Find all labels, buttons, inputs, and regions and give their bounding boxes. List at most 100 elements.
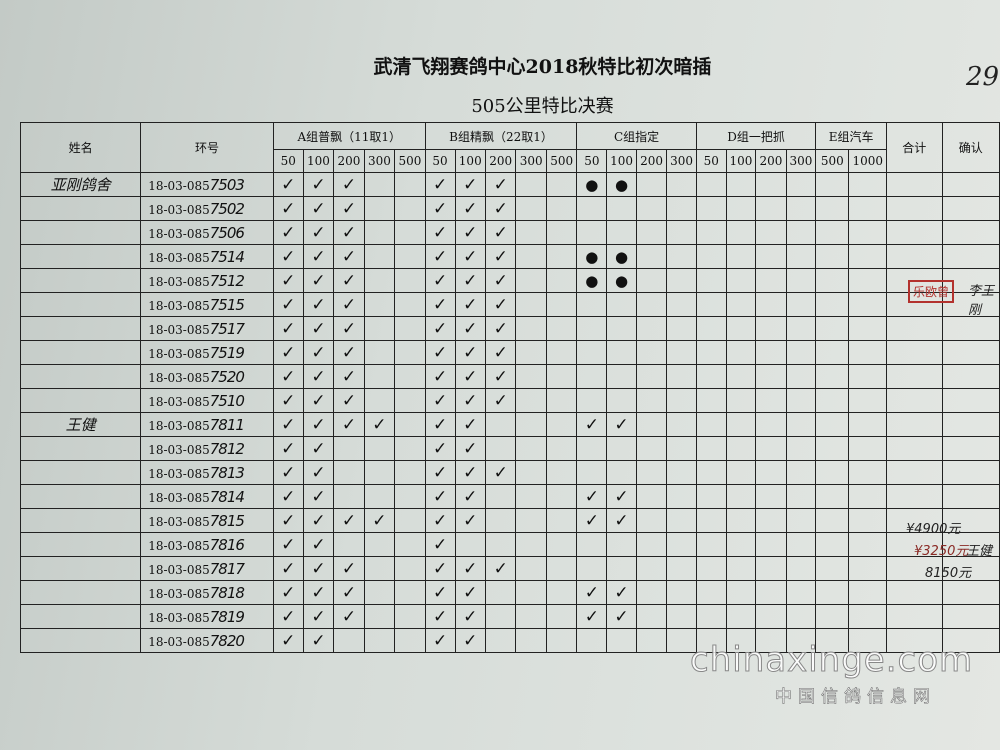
empty-cell [363, 556, 396, 581]
empty-cell [363, 292, 396, 317]
group-header: E组汽车 [815, 122, 887, 150]
empty-cell [576, 364, 608, 389]
empty-cell [635, 268, 668, 293]
confirm-cell [941, 604, 1000, 629]
empty-cell [725, 244, 757, 269]
empty-cell [848, 292, 887, 317]
empty-cell [848, 196, 887, 221]
check-mark-icon: ✓ [272, 292, 304, 317]
empty-cell [545, 268, 578, 293]
empty-cell [725, 196, 757, 221]
empty-cell [363, 484, 396, 509]
empty-cell [725, 412, 757, 437]
empty-cell [635, 316, 668, 341]
empty-cell [394, 196, 426, 221]
check-mark-icon: ✓ [454, 460, 486, 485]
distance-header: 1000 [848, 149, 887, 173]
empty-cell [848, 220, 887, 245]
empty-cell [695, 388, 727, 413]
empty-cell [484, 628, 517, 653]
empty-cell [515, 292, 547, 317]
empty-cell [394, 364, 426, 389]
ring-prefix: 18-03-085 [148, 274, 210, 289]
ring-suffix: 7517 [209, 319, 245, 338]
empty-cell [785, 580, 817, 605]
check-mark-icon: ✓ [302, 580, 335, 605]
owner-name [19, 220, 142, 245]
empty-cell [666, 244, 697, 269]
empty-cell [785, 268, 817, 293]
table-row: 18-03-0857502 ✓ ✓ ✓ ✓ ✓ ✓ [19, 196, 1000, 221]
check-mark-icon: ✓ [272, 436, 304, 461]
table-row: 18-03-0857814 ✓ ✓ ✓ ✓ ✓ ✓ [19, 484, 1000, 509]
ring-suffix: 7818 [209, 583, 245, 602]
ink-blot-icon: ● [606, 172, 637, 197]
empty-cell [755, 580, 787, 605]
empty-cell [484, 532, 517, 557]
empty-cell [815, 340, 850, 365]
empty-cell [725, 508, 757, 533]
confirm-cell [941, 220, 1000, 245]
check-mark-icon: ✓ [424, 340, 456, 365]
empty-cell [666, 172, 697, 197]
header-name: 姓名 [19, 122, 142, 173]
empty-cell [815, 292, 850, 317]
check-mark-icon: ✓ [454, 316, 486, 341]
empty-cell [725, 628, 757, 653]
check-mark-icon: ✓ [363, 508, 396, 533]
total-cell [885, 340, 943, 365]
ring-suffix: 7819 [209, 607, 245, 626]
empty-cell [848, 172, 887, 197]
empty-cell [848, 316, 887, 341]
table-row: 亚刚鸽舍 18-03-0857503 ✓ ✓ ✓ ✓ ✓ ✓ ● ● [19, 172, 1000, 197]
check-mark-icon: ✓ [484, 292, 517, 317]
empty-cell [848, 604, 887, 629]
empty-cell [515, 580, 547, 605]
empty-cell [666, 292, 697, 317]
empty-cell [394, 292, 426, 317]
empty-cell [363, 340, 396, 365]
check-mark-icon: ✓ [302, 268, 335, 293]
total-cell [885, 628, 943, 653]
check-mark-icon: ✓ [302, 628, 335, 653]
empty-cell [785, 196, 817, 221]
empty-cell [785, 364, 817, 389]
confirm-cell [941, 628, 1000, 653]
ring-suffix: 7817 [209, 559, 245, 578]
empty-cell [695, 196, 727, 221]
empty-cell [545, 604, 578, 629]
ring-suffix: 7816 [209, 535, 245, 554]
ring-prefix: 18-03-085 [148, 178, 210, 193]
check-mark-icon: ✓ [484, 244, 517, 269]
empty-cell [394, 484, 426, 509]
check-mark-icon: ✓ [424, 172, 456, 197]
distance-header: 500 [815, 149, 850, 173]
ring-number: 18-03-0857816 [140, 532, 274, 557]
table-row: 18-03-0857815 ✓ ✓ ✓ ✓ ✓ ✓ ✓ ✓ [19, 508, 1000, 533]
empty-cell [848, 244, 887, 269]
owner-name [19, 580, 142, 605]
check-mark-icon: ✓ [272, 244, 304, 269]
ring-number: 18-03-0857517 [140, 316, 274, 341]
handwritten-amount: ¥3250元 [914, 544, 969, 559]
ring-suffix: 7820 [209, 631, 245, 650]
ring-suffix: 7520 [209, 367, 245, 386]
empty-cell [815, 556, 850, 581]
check-mark-icon: ✓ [333, 292, 365, 317]
empty-cell [606, 220, 637, 245]
confirm-cell [941, 364, 1000, 389]
confirm-cell [941, 196, 1000, 221]
empty-cell [815, 172, 850, 197]
empty-cell [755, 556, 787, 581]
table-row: 18-03-0857517 ✓ ✓ ✓ ✓ ✓ ✓ [19, 316, 1000, 341]
empty-cell [635, 172, 668, 197]
check-mark-icon: ✓ [302, 220, 335, 245]
empty-cell [333, 484, 365, 509]
ring-suffix: 7506 [209, 223, 245, 242]
empty-cell [515, 436, 547, 461]
empty-cell [545, 532, 578, 557]
check-mark-icon: ✓ [484, 388, 517, 413]
table-row: 18-03-0857812 ✓ ✓ ✓ ✓ [19, 436, 1000, 461]
empty-cell [725, 340, 757, 365]
distance-header: 300 [785, 149, 817, 173]
